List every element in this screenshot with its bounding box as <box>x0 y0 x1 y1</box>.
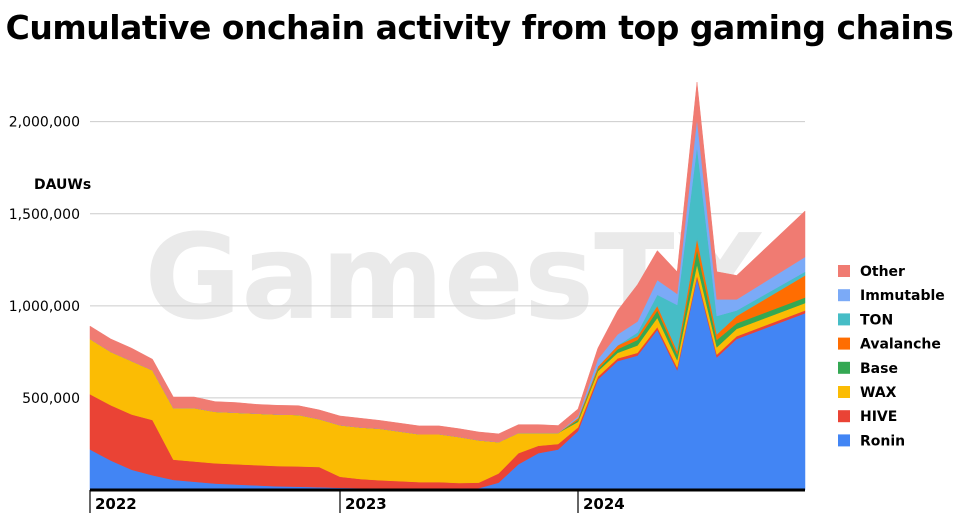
legend-swatch-immutable <box>838 289 850 302</box>
gridlines: 500,000 1,000,000 1,500,000 2,000,000 <box>9 115 805 407</box>
legend-label-immutable: Immutable <box>860 288 945 304</box>
legend-label-other: Other <box>860 264 905 280</box>
x-tick-label: 2022 <box>95 495 137 513</box>
area-series-other <box>89 82 806 443</box>
legend-label-hive: HIVE <box>860 409 897 425</box>
legend-swatch-wax <box>838 386 850 398</box>
y-tick-label: 1,000,000 <box>9 299 80 315</box>
axes: 2022 2023 2024 <box>89 488 805 513</box>
legend-swatch-base <box>838 361 850 374</box>
chart-title: Cumulative onchain activity from top gam… <box>5 8 954 47</box>
legend: Other Immutable TON Avalanche Base WAX HIVE Ron… <box>838 264 945 449</box>
legend-swatch-avalanche <box>838 337 850 350</box>
x-tick-label: 2023 <box>345 495 387 513</box>
y-tick-label: 1,500,000 <box>9 207 80 223</box>
legend-swatch-other <box>838 265 850 277</box>
y-tick-label: 2,000,000 <box>9 115 80 131</box>
legend-label-base: Base <box>860 361 898 377</box>
y-tick-label: 500,000 <box>22 391 80 407</box>
legend-label-ton: TON <box>860 312 893 328</box>
legend-label-ronin: Ronin <box>860 433 905 449</box>
legend-swatch-hive <box>838 410 850 423</box>
legend-label-wax: WAX <box>860 385 897 401</box>
legend-swatch-ton <box>838 313 850 326</box>
y-axis-label: DAUWs <box>34 177 91 193</box>
x-tick-label: 2024 <box>583 495 625 513</box>
legend-swatch-ronin <box>838 434 850 447</box>
legend-label-avalanche: Avalanche <box>860 337 941 353</box>
